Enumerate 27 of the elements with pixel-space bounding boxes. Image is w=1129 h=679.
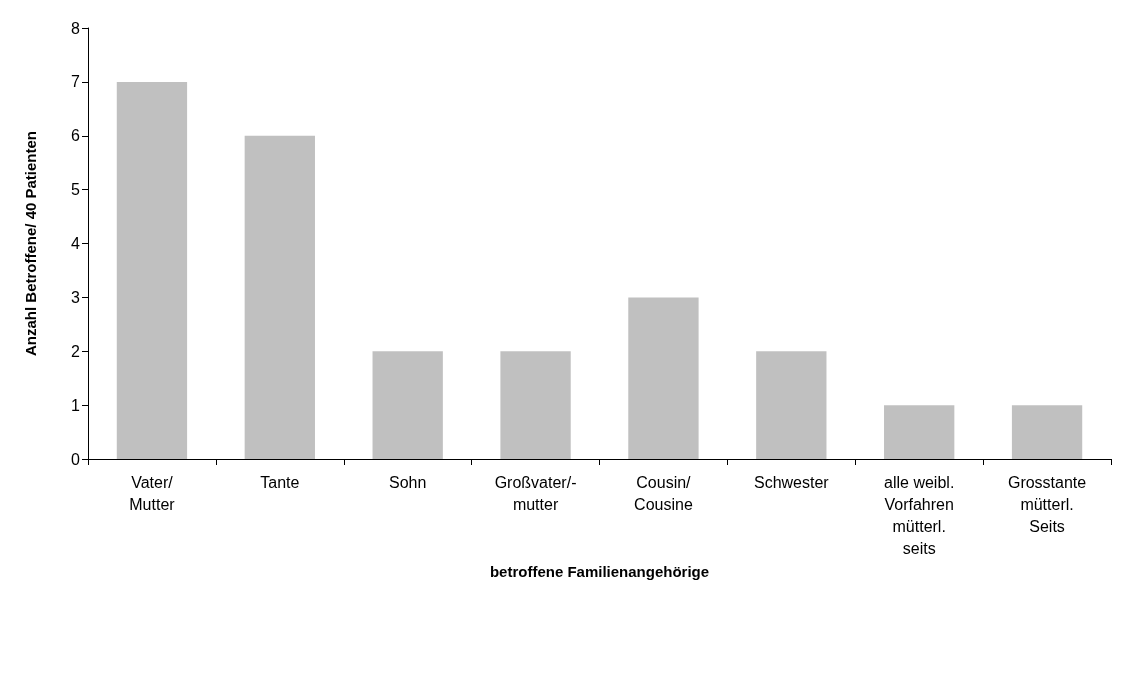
y-tick-label: 8 <box>71 19 81 37</box>
y-tick-label: 7 <box>71 73 81 91</box>
x-axis-title: betroffene Familienangehörige <box>489 562 710 580</box>
bar <box>628 297 699 459</box>
x-tick-label: Vater/ Mutter <box>129 473 176 513</box>
bar <box>116 81 188 459</box>
y-tick-label: 2 <box>71 342 81 360</box>
y-axis-title: Anzahl Betroffene/ 40 Patienten <box>22 130 39 357</box>
y-tick-label: 1 <box>71 396 81 414</box>
y-tick-label: 0 <box>71 450 81 468</box>
x-tick-label: Tante <box>260 473 300 491</box>
y-tick-label: 5 <box>71 181 81 199</box>
bar <box>372 351 443 459</box>
bar <box>884 405 955 459</box>
bar <box>1011 405 1083 459</box>
bar <box>244 135 315 459</box>
y-tick-label: 4 <box>71 235 81 252</box>
x-tick-label: Schwester <box>753 473 830 491</box>
y-tick-label: 6 <box>71 127 81 145</box>
x-tick-label: Großvater/- mutter <box>494 473 577 513</box>
x-tick-label: alle weibl. Vorfahren mütterl. seits <box>884 473 955 557</box>
x-tick-label: Grosstante mütterl. Seits <box>1007 473 1087 535</box>
bar <box>756 351 827 459</box>
x-tick-label: Sohn <box>389 473 427 491</box>
x-tick-label: Cousin/ Cousine <box>634 473 693 513</box>
bar <box>500 351 571 459</box>
y-tick-label: 3 <box>71 288 81 306</box>
